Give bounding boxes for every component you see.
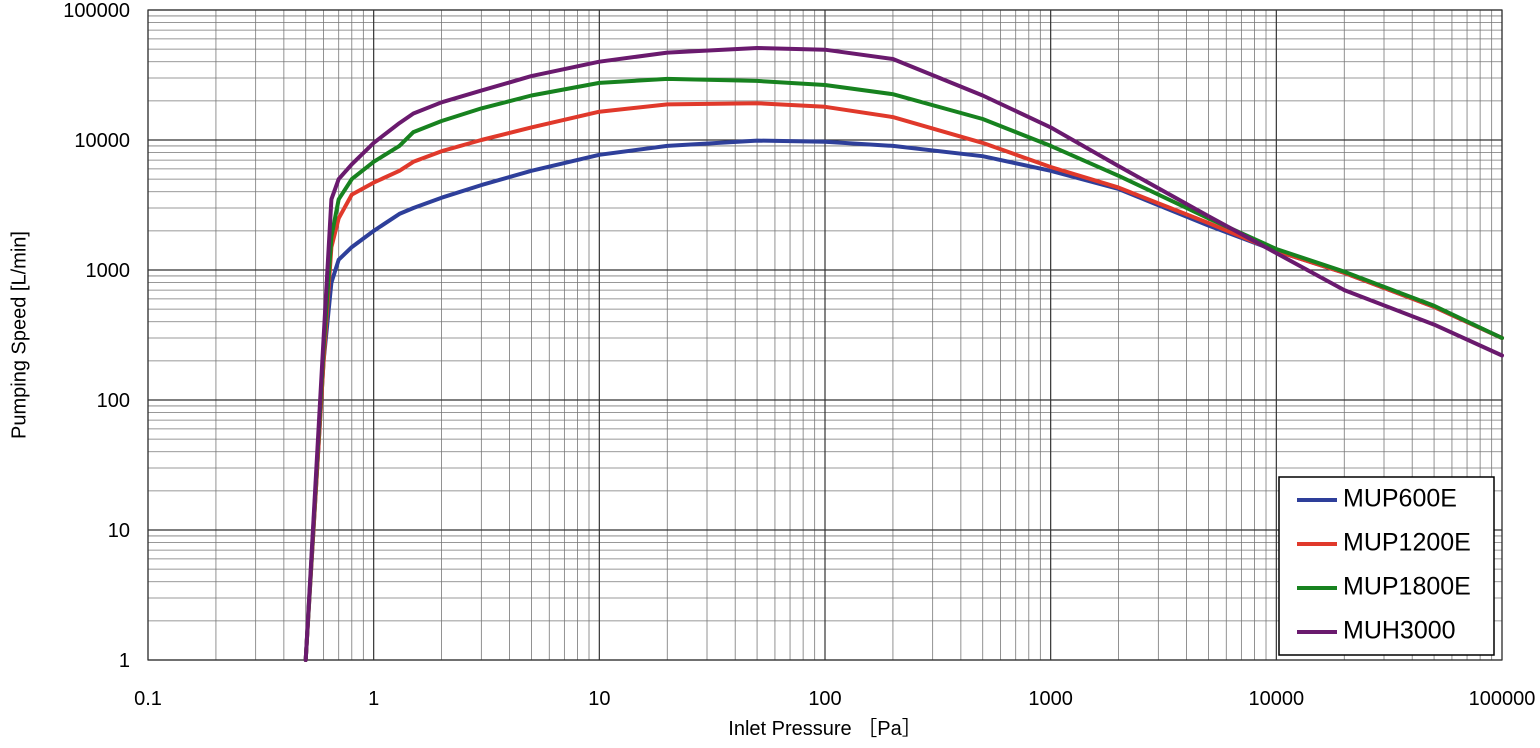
y-tick-label: 1000 — [86, 260, 131, 282]
y-tick-label: 1 — [119, 650, 130, 672]
x-tick-label: 10 — [588, 688, 610, 710]
plot-frame — [147, 9, 1503, 661]
series-line — [303, 101, 1504, 662]
x-tick-label: 0.1 — [134, 688, 162, 710]
legend-label: MUP600E — [1343, 485, 1457, 513]
y-tick-label: 100 — [97, 390, 130, 412]
series-line — [303, 46, 1504, 662]
y-axis-title: Pumping Speed [L/min] — [8, 231, 30, 439]
legend-box — [1278, 476, 1495, 656]
x-tick-label: 1000 — [1028, 688, 1073, 710]
legend-label: MUP1800E — [1343, 573, 1471, 601]
y-tick-label: 10000 — [74, 130, 130, 152]
legend: MUP600E MUP1200E MUP1800E MUH3000 — [1278, 476, 1495, 656]
legend-label: MUH3000 — [1343, 617, 1456, 645]
legend-label: MUP1200E — [1343, 529, 1471, 557]
x-tick-label: 100000 — [1469, 688, 1536, 710]
y-tick-label: 10 — [108, 520, 130, 542]
x-axis-title: Inlet Pressure ［Pa］ — [728, 717, 921, 740]
y-tick-label: 100000 — [63, 0, 130, 22]
x-tick-label: 1 — [368, 688, 379, 710]
x-tick-label: 10000 — [1249, 688, 1305, 710]
x-tick-label: 100 — [808, 688, 841, 710]
